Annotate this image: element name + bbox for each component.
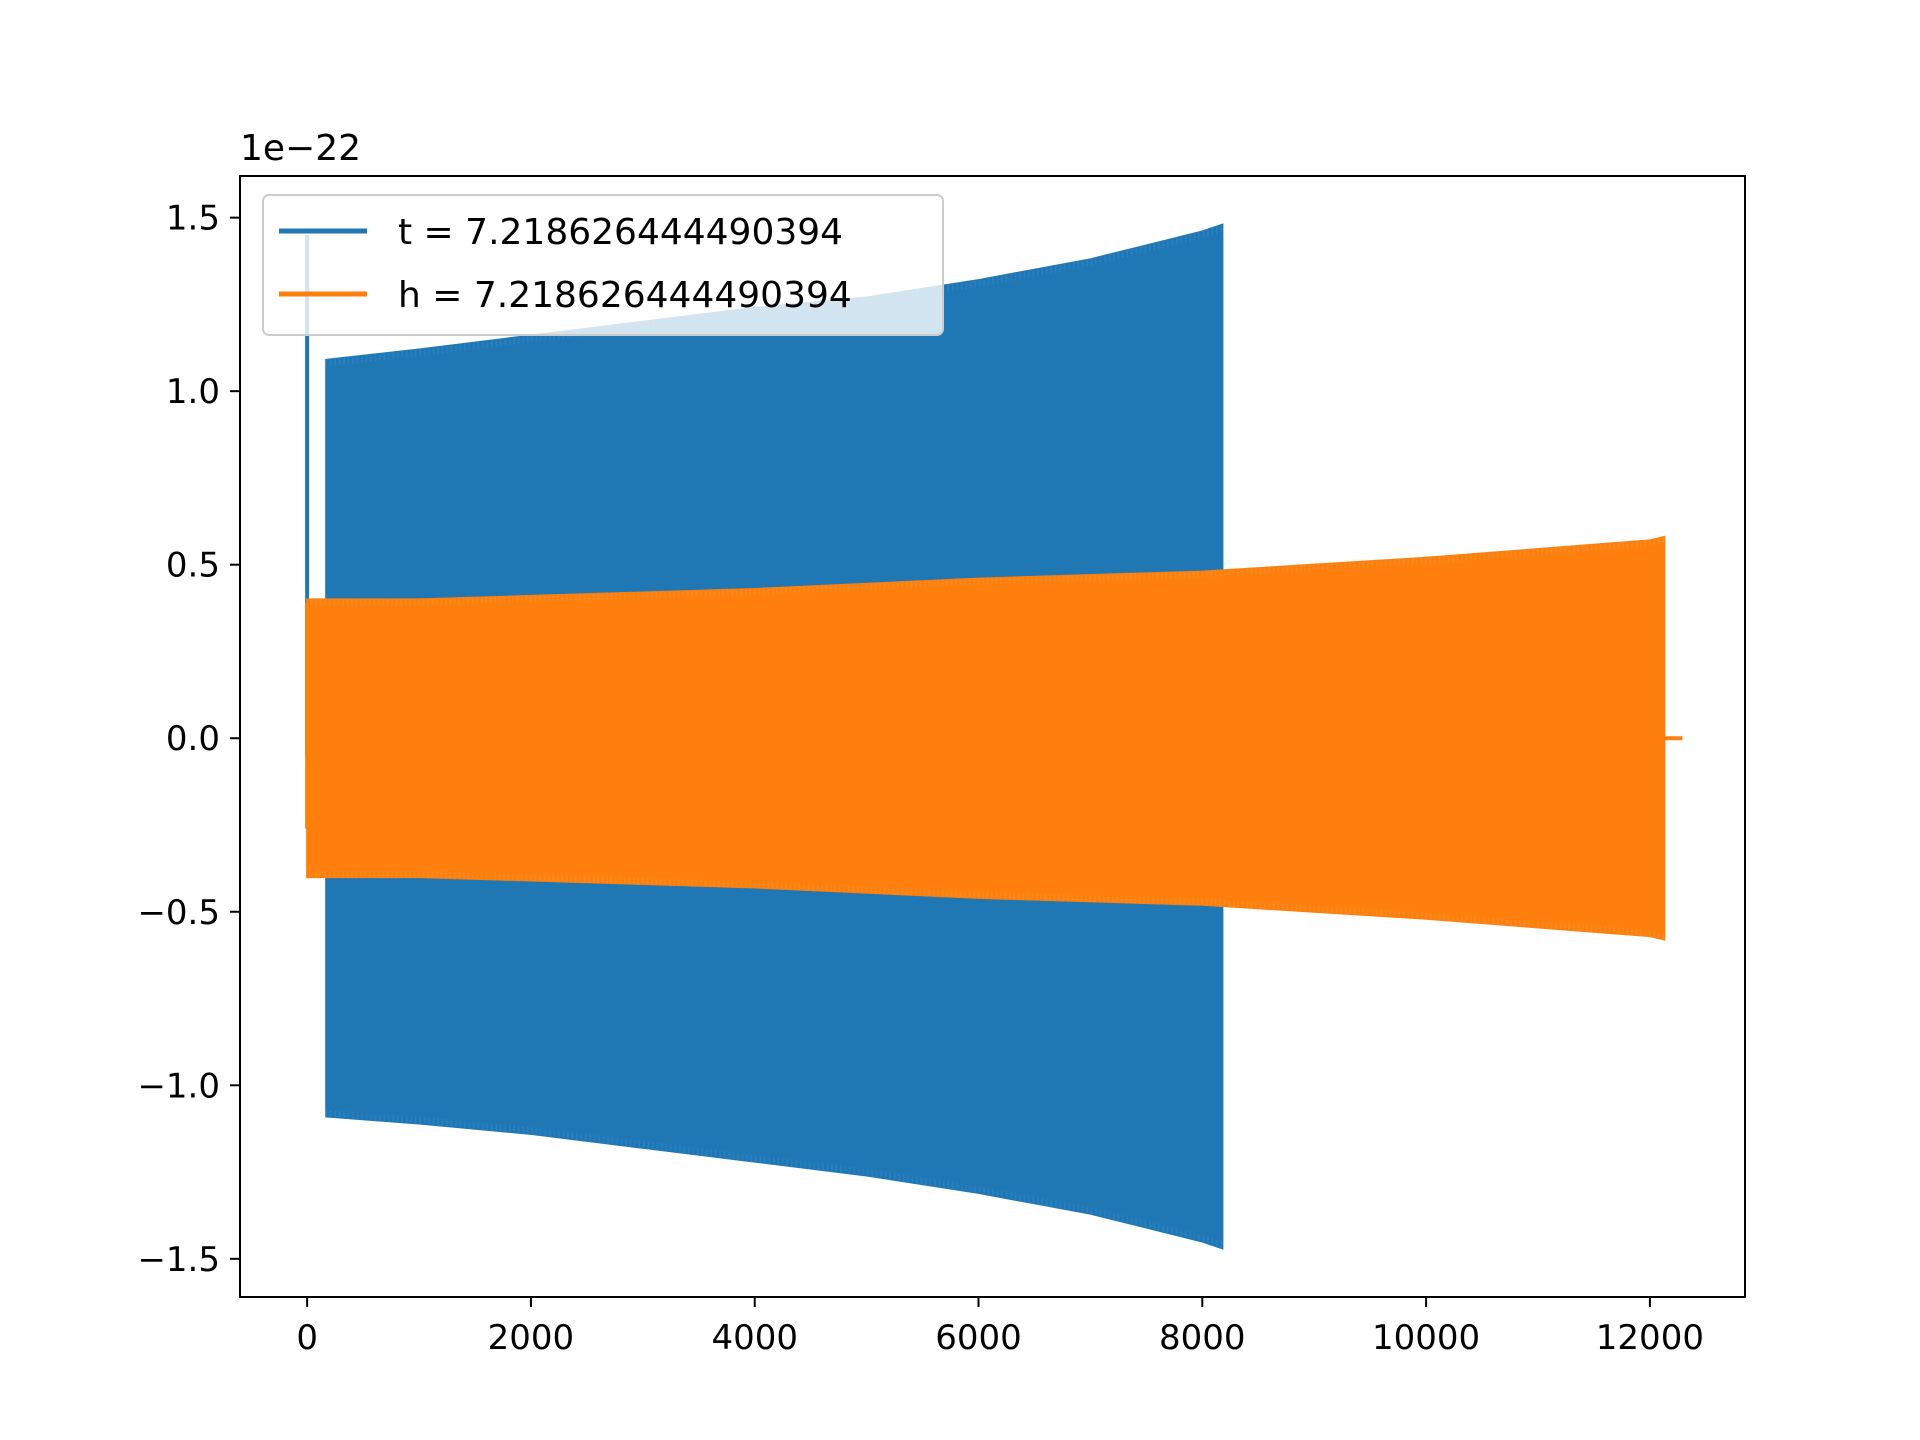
x-tick-label: 0	[296, 1318, 318, 1358]
x-axis: 0 2000 4000 6000 8000 10000 12000	[296, 1297, 1704, 1358]
series-h-body	[306, 535, 1666, 941]
legend-entry-label: t = 7.218626444490394	[398, 212, 843, 253]
series-layer	[305, 223, 1683, 1250]
x-tick-label: 10000	[1372, 1318, 1480, 1358]
x-tick-label: 8000	[1159, 1318, 1246, 1358]
legend-entry-label: h = 7.218626444490394	[398, 275, 852, 316]
x-tick-label: 12000	[1596, 1318, 1704, 1358]
legend-box	[262, 194, 944, 336]
y-tick-label: −0.5	[137, 893, 220, 933]
y-tick-label: 1.0	[166, 372, 220, 412]
y-tick-label: 0.5	[166, 546, 220, 586]
y-axis: −1.5 −1.0 −0.5 0.0 0.5 1.0 1.5	[137, 199, 240, 1280]
axes-frame	[239, 175, 1746, 1298]
x-tick-label: 6000	[935, 1318, 1022, 1358]
y-axis-offset-text: 1e−22	[240, 128, 361, 169]
x-tick-label: 4000	[711, 1318, 798, 1358]
series-h	[305, 535, 1683, 941]
legend: t = 7.218626444490394 h = 7.2186264444903…	[262, 194, 944, 336]
series-h-edge-texture	[310, 537, 1665, 940]
y-tick-label: 1.5	[166, 199, 220, 239]
y-tick-label: 0.0	[166, 719, 220, 759]
x-tick-label: 2000	[488, 1318, 575, 1358]
y-tick-label: −1.5	[137, 1240, 220, 1280]
y-tick-label: −1.0	[137, 1066, 220, 1106]
